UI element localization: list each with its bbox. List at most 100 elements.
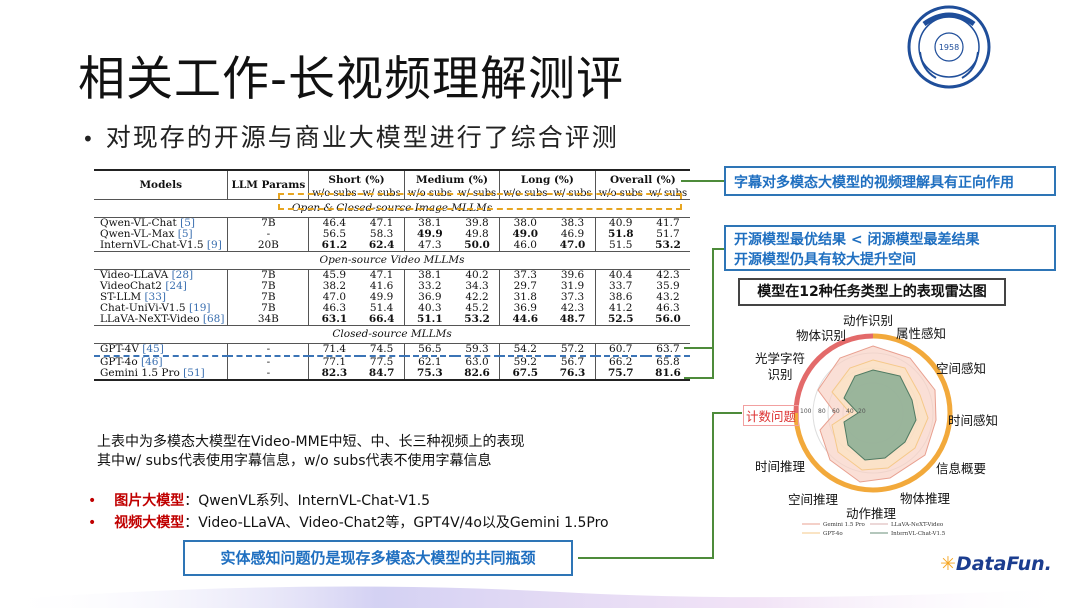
score-cell: 51.5 [594, 240, 646, 252]
radar-label: 动作识别 [843, 313, 894, 328]
model-name: Video-LLaVA [100, 269, 169, 281]
score-cell: 40.4 [594, 269, 646, 281]
score-cell: 60.7 [594, 343, 646, 356]
model-name: Qwen-VL-Max [100, 228, 175, 240]
connector-line [712, 248, 714, 378]
citation-link[interactable]: [68] [202, 313, 225, 325]
score-cell: 53.2 [464, 313, 490, 325]
score-cell: 59.3 [465, 343, 489, 355]
sparkle-icon: ✳ [940, 553, 956, 575]
params-cell: - [227, 356, 309, 368]
score-cell: 37.3 [499, 269, 551, 281]
score-cell: 46.0 [499, 240, 551, 252]
score-cell: 66.4 [368, 313, 395, 325]
radar-tick: 40 [846, 408, 854, 415]
score-cell: 39.8 [465, 217, 489, 229]
radar-tick: 60 [832, 408, 840, 415]
score-cell: 41.6 [369, 280, 394, 292]
citation-link[interactable]: [45] [142, 343, 164, 355]
model-name: LLaVA-NeXT-Video [100, 313, 200, 325]
model-name: Chat-UniVi-V1.5 [100, 302, 186, 314]
score-cell: 56.5 [308, 229, 360, 240]
slide-subtitle: • 对现存的开源与商业大模型进行了综合评测 [82, 118, 619, 154]
score-cell: 63.0 [465, 356, 489, 368]
score-cell: 71.4 [308, 343, 360, 356]
radar-label: 属性感知 [896, 326, 947, 341]
score-cell: 62.4 [368, 239, 395, 251]
score-cell: 45.2 [465, 302, 489, 314]
score-cell: 57.2 [560, 343, 585, 355]
score-cell: 40.2 [465, 269, 489, 281]
score-cell: 67.5 [499, 368, 551, 380]
score-cell: 49.9 [369, 291, 394, 303]
citation-link[interactable]: [51] [183, 367, 205, 379]
legend-item: Gemini 1.5 Pro [823, 522, 865, 528]
score-cell: 77.1 [308, 356, 360, 368]
radar-label: 空间推理 [788, 492, 839, 507]
score-cell: 31.8 [499, 292, 551, 303]
score-cell: 75.7 [594, 368, 646, 380]
score-cell: 31.9 [560, 280, 585, 292]
params-cell: 7B [227, 217, 309, 229]
score-cell: 52.5 [594, 314, 646, 326]
connector-line [684, 377, 714, 379]
model-name: InternVL-Chat-V1.5 [100, 239, 204, 251]
params-cell: - [227, 368, 309, 380]
table-row: ST-LLM [33] 7B 47.0 49.9 36.9 42.2 31.8 37.3 38.… [94, 292, 690, 303]
score-cell: 51.1 [403, 314, 455, 326]
score-cell: 63.1 [308, 314, 360, 326]
score-cell: 48.7 [559, 313, 586, 325]
col-medium: Medium (%) [403, 170, 500, 186]
score-cell: 38.1 [403, 269, 455, 281]
score-cell: 77.5 [369, 356, 394, 368]
col-long: Long (%) [499, 170, 596, 186]
citation-link[interactable]: [9] [206, 239, 222, 251]
col-models: Models [139, 178, 182, 191]
table-row: VideoChat2 [24] 7B 38.2 41.6 33.2 34.3 29.7 31.… [94, 281, 690, 292]
radar-label-highlight: 计数问题 [743, 405, 800, 426]
model-name: GPT-4V [100, 343, 139, 355]
citation-link[interactable]: [46] [141, 356, 163, 368]
citation-link[interactable]: [28] [171, 269, 194, 281]
score-cell: 61.2 [308, 240, 360, 252]
callout-open-source: 开源模型最优结果 < 闭源模型最差结果 开源模型仍具有较大提升空间 [724, 225, 1056, 271]
score-cell: 46.3 [308, 303, 360, 314]
radar-title: 模型在12种任务类型上的表现雷达图 [738, 278, 1006, 306]
radar-arc-segment [872, 333, 953, 414]
citation-link[interactable]: [33] [144, 291, 166, 303]
subtitle-text: 对现存的开源与商业大模型进行了综合评测 [105, 123, 619, 152]
score-cell: 38.6 [594, 292, 646, 303]
results-table: Models LLM Params Short (%) Medium (%) L… [94, 169, 691, 381]
score-cell: 81.6 [655, 367, 681, 379]
model-bullets: • 图片大模型：QwenVL系列、InternVL-Chat-V1.5 • 视频大模… [88, 490, 609, 534]
radar-label: 时间推理 [755, 459, 806, 474]
params-cell: 34B [227, 314, 309, 326]
callout-line: 开源模型最优结果 < 闭源模型最差结果 [734, 232, 980, 248]
score-cell: 38.1 [403, 217, 455, 229]
connector-line [712, 248, 724, 250]
citation-link[interactable]: [5] [180, 217, 195, 229]
score-cell: 82.3 [308, 368, 360, 380]
table-row: LLaVA-NeXT-Video [68] 34B 63.1 66.4 51.1 53.2… [94, 313, 691, 326]
score-cell: 76.3 [559, 367, 586, 379]
bullet-dot: • [88, 493, 97, 509]
score-cell: 51.8 [594, 229, 646, 240]
bullet-text: ：QwenVL系列、InternVL-Chat-V1.5 [184, 493, 431, 509]
citation-link[interactable]: [24] [165, 280, 187, 292]
citation-link[interactable]: [19] [188, 302, 211, 314]
model-name-cell: Video-LLaVA [28] [94, 270, 228, 282]
score-cell: 47.0 [559, 239, 586, 251]
radar-series-internvl [843, 369, 917, 461]
score-cell: 36.9 [499, 303, 551, 314]
score-cell: 49.9 [403, 229, 455, 240]
score-cell: 36.9 [403, 292, 455, 303]
radar-label: 动作推理 [846, 506, 897, 521]
params-cell: 7B [227, 269, 309, 281]
citation-link[interactable]: [5] [177, 228, 193, 240]
params-cell: 20B [227, 240, 309, 252]
score-cell: 54.2 [499, 343, 551, 356]
score-cell: 42.3 [656, 269, 680, 281]
model-name-cell: Gemini 1.5 Pro [51] [94, 368, 228, 380]
radar-arc-segment [793, 412, 874, 493]
score-cell: 47.0 [308, 292, 360, 303]
